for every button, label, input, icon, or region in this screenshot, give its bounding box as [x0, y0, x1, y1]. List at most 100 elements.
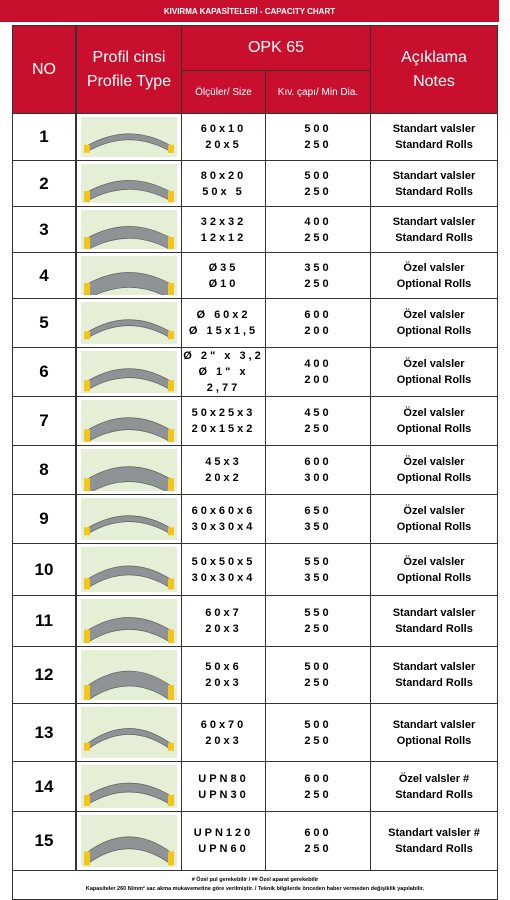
header-text: Açıklama: [401, 48, 467, 66]
row-no: 11: [12, 595, 76, 647]
row-no: 7: [12, 396, 76, 446]
notes-text: Optional Rolls: [396, 571, 472, 584]
size-cell: 80x20 50x 5: [181, 160, 266, 207]
size-cell: 60x70 20x3: [181, 703, 266, 762]
notes-text: Standart valsler: [392, 123, 476, 135]
dia-text: 500: [304, 718, 332, 731]
profile-drawing: [81, 815, 177, 867]
dia-text: 250: [304, 677, 332, 689]
profile-drawing: [81, 164, 177, 203]
dia-cell: 350 250: [265, 252, 371, 299]
size-text: Ø35: [208, 261, 239, 274]
row-no: 14: [12, 761, 76, 812]
profile-drawing: [81, 650, 177, 700]
size-cell: 60x60x6 30x30x4: [181, 494, 266, 544]
profile-image: [76, 445, 182, 495]
profile-image: [76, 347, 182, 397]
profile-image: [76, 595, 182, 647]
size-text: 20x3: [205, 677, 242, 689]
size-text: 50x6: [205, 661, 242, 673]
dia-text: 550: [304, 555, 332, 568]
notes-text: Optional Rolls: [396, 325, 472, 337]
notes-cell: Özel valsler # Standard Rolls: [370, 761, 498, 812]
row-no: 10: [12, 543, 76, 596]
size-cell: 50x25x3 20x15x2: [181, 396, 266, 446]
profile-image: [76, 252, 182, 299]
dia-text: 200: [304, 325, 332, 337]
profile-drawing: [81, 117, 177, 157]
size-text: 20x3: [205, 734, 242, 747]
notes-text: Optional Rolls: [396, 521, 472, 533]
row-no: 15: [12, 811, 76, 871]
dia-text: 400: [304, 215, 332, 228]
profile-drawing: [81, 547, 177, 592]
dia-cell: 600 300: [265, 445, 371, 495]
notes-text: Standart valsler: [392, 607, 476, 619]
size-text: 12x12: [200, 231, 247, 244]
notes-text: Standard Rolls: [395, 677, 473, 689]
dia-cell: 600 250: [265, 811, 371, 871]
row-no: 4: [12, 252, 76, 299]
dia-cell: 600 250: [265, 761, 371, 812]
profile-drawing: [81, 765, 177, 808]
profile-image: [76, 646, 182, 704]
dia-text: 250: [304, 623, 332, 635]
notes-text: Özel valsler: [403, 261, 465, 274]
profile-drawing: [81, 256, 177, 295]
header-no: NO: [12, 25, 76, 114]
notes-text: Standart valsler: [392, 661, 476, 673]
row-no: 8: [12, 445, 76, 495]
dia-text: 600: [304, 456, 332, 468]
notes-cell: Özel valsler Optional Rolls: [370, 445, 498, 495]
dia-text: 250: [304, 423, 332, 435]
notes-text: Optional Rolls: [396, 423, 472, 435]
dia-text: 600: [304, 309, 332, 321]
row-no: 9: [12, 494, 76, 544]
profile-drawing: [81, 302, 177, 344]
size-text: 60x7: [205, 607, 242, 619]
notes-cell: Özel valsler Optional Rolls: [370, 396, 498, 446]
size-cell: 32x32 12x12: [181, 206, 266, 253]
size-text: 50x25x3: [191, 407, 256, 419]
notes-cell: Standart valsler # Standard Rolls: [370, 811, 498, 871]
size-cell: 45x3 20x2: [181, 445, 266, 495]
header-notes: Açıklama Notes: [370, 25, 498, 114]
row-no: 13: [12, 703, 76, 762]
size-text: 45x3: [205, 456, 242, 468]
notes-text: Özel valsler: [403, 555, 465, 568]
notes-text: Standart valsler: [392, 169, 476, 182]
profile-drawing: [81, 707, 177, 758]
notes-text: Optional Rolls: [396, 734, 472, 747]
notes-text: Özel valsler: [403, 456, 465, 468]
dia-text: 250: [304, 231, 332, 244]
dia-text: 350: [304, 571, 332, 584]
row-no: 3: [12, 206, 76, 253]
size-text: UPN30: [198, 788, 249, 801]
dia-text: 250: [304, 185, 332, 198]
size-text: UPN80: [198, 772, 249, 785]
size-text: Ø 15x1,5: [188, 325, 259, 337]
dia-cell: 500 250: [265, 703, 371, 762]
dia-cell: 400 200: [265, 347, 371, 397]
profile-image: [76, 543, 182, 596]
dia-text: 350: [304, 261, 332, 274]
notes-cell: Standart valsler Standard Rolls: [370, 595, 498, 647]
header-text: Profil cinsi: [92, 48, 166, 66]
profile-drawing: [81, 599, 177, 643]
dia-cell: 500 250: [265, 113, 371, 161]
dia-text: 600: [304, 772, 332, 785]
dia-text: 550: [304, 607, 332, 619]
profile-drawing: [81, 498, 177, 540]
notes-text: Özel valsler: [403, 358, 465, 370]
header-dia: Kıv. çapı/ Min Dia.: [265, 70, 371, 114]
header-size: Ölçüler/ Size: [181, 70, 266, 114]
profile-image: [76, 811, 182, 871]
notes-cell: Standart valsler Standard Rolls: [370, 160, 498, 207]
notes-text: Standard Rolls: [395, 139, 473, 151]
dia-text: 200: [304, 374, 332, 386]
notes-text: Özel valsler #: [398, 772, 470, 785]
notes-cell: Özel valsler Optional Rolls: [370, 252, 498, 299]
profile-image: [76, 113, 182, 161]
dia-text: 350: [304, 521, 332, 533]
